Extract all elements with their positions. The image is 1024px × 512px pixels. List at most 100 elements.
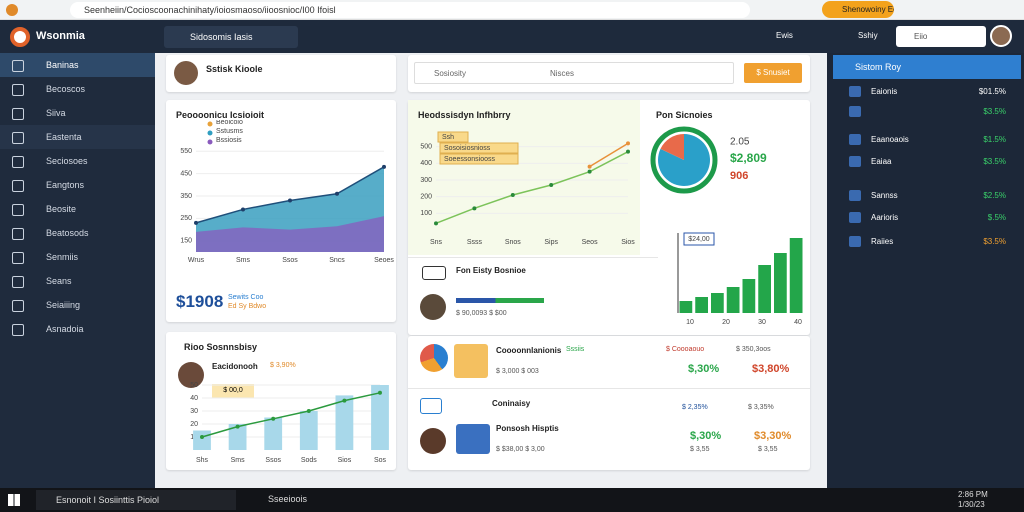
row-icon (849, 212, 861, 223)
legend-label: Bssiosis (216, 137, 242, 144)
taskbar-app[interactable]: Sseeioois (268, 494, 308, 504)
nav-item[interactable]: Asnadoia (0, 317, 155, 341)
nav-item[interactable]: Eangtons (0, 173, 155, 197)
col-value: $,30% (688, 363, 720, 375)
note-text: Sosoisiosnioss (444, 145, 491, 152)
nav-item[interactable]: Eastenta (0, 125, 155, 149)
panel-row[interactable]: Eaiaa $3.5% (827, 153, 1024, 173)
pie-label: 2.05 (730, 137, 750, 148)
col-sub: $ 3,55 (758, 446, 778, 453)
avatar (178, 362, 204, 388)
col-label: $ 2,35% (682, 404, 708, 411)
y-tick-label: 20 (190, 421, 198, 428)
icon (420, 398, 442, 414)
x-tick-label: Ssss (467, 239, 483, 246)
search[interactable]: Sidosomis Iasis (164, 26, 298, 48)
profile-chip[interactable]: Shenowoiny Ee (822, 1, 894, 18)
x-tick-label: 10 (686, 319, 694, 326)
bar (711, 293, 724, 313)
brand: Wsonmia (36, 30, 85, 42)
action[interactable]: Sshiy (858, 31, 878, 40)
y-tick-label: 200 (420, 194, 432, 201)
panel-row[interactable]: Sannss $2.5% (827, 187, 1024, 207)
pie-slice (660, 134, 684, 160)
nav-item[interactable]: Baninas (0, 53, 155, 77)
row-icon (849, 134, 861, 145)
nav-item[interactable]: Seiaiiing (0, 293, 155, 317)
search-box[interactable] (414, 62, 734, 84)
nav-item[interactable]: Beatosods (0, 221, 155, 245)
sidebar: Baninas Becoscos Siiva Eastenta Seciosoes Ean… (0, 53, 155, 488)
panel-row[interactable]: Eaanoaois $1.5% (827, 131, 1024, 151)
nav-item[interactable]: Becoscos (0, 77, 155, 101)
bar (299, 411, 318, 450)
user-search[interactable]: Eiio (896, 26, 986, 47)
bar (335, 395, 354, 450)
bar (789, 238, 803, 313)
bar-chart: 10 20 30 40 $24,00 (677, 232, 803, 326)
url-bar[interactable]: Seenheiin/Cocioscoonachinihaty/ioiosmaos… (70, 2, 750, 18)
x-tick-label: Sios (338, 457, 352, 464)
list-title: Coooonnlanionis (496, 346, 562, 355)
nav-item[interactable]: Senmiis (0, 245, 155, 269)
big-number: $1908 (176, 292, 224, 311)
point (587, 164, 592, 169)
panel-header[interactable]: Sistom Roy (833, 55, 1021, 79)
note-text: Ssh (442, 134, 454, 141)
panel-row[interactable]: Aarioris $.5% (827, 209, 1024, 229)
area-chart: 150 250 350 450 550 Beoicoio Sstusms Bssiosis Wr… (180, 120, 394, 264)
row-value: $3.5% (983, 237, 1006, 246)
y-tick-label: 30 (190, 408, 198, 415)
point (549, 183, 554, 187)
point (271, 416, 276, 421)
bar (193, 430, 211, 450)
point (200, 435, 204, 439)
legend-dot (207, 139, 213, 145)
button[interactable]: $ Snusiet (744, 63, 802, 83)
col-value: $,30% (690, 430, 722, 442)
col-value: $3,80% (752, 363, 790, 375)
point (472, 206, 477, 211)
point (434, 221, 438, 226)
nav-item[interactable]: Seans (0, 269, 155, 293)
x-tick-label: Sms (231, 457, 246, 464)
start[interactable] (8, 494, 20, 506)
y-tick-label: 100 (420, 210, 432, 217)
point (378, 390, 382, 395)
field: Sosiosity (434, 69, 467, 78)
bar (774, 253, 787, 313)
panel-row[interactable]: Raiies $3.5% (827, 233, 1024, 253)
panel-row[interactable]: $3.5% (827, 103, 1024, 123)
col-sub: $ 3,55 (690, 446, 710, 453)
x-tick-label: Ssos (265, 457, 281, 464)
bar (758, 265, 771, 313)
y-tick-label: 50 (190, 382, 198, 389)
row-value: $01.5% (978, 87, 1006, 96)
panel-row[interactable]: Eaionis $01.5% (827, 83, 1024, 103)
pie-label: $2,809 (730, 151, 767, 165)
list-tag: Sssiis (566, 346, 585, 353)
y-tick-label: 450 (180, 170, 192, 177)
taskbar-search[interactable]: Esnonoit I Sosiinttis Pioiol (36, 490, 236, 510)
col-label: $ 3,35% (748, 404, 774, 411)
point (335, 191, 339, 196)
big-sub: Sewits Coo (228, 294, 264, 301)
nav-item[interactable]: Siiva (0, 101, 155, 125)
avatar[interactable] (990, 25, 1012, 47)
line (589, 142, 629, 168)
row-name: Eaiaa (871, 157, 892, 166)
row-icon (849, 156, 861, 167)
divider (408, 257, 658, 258)
nav-item[interactable]: Seciosoes (0, 149, 155, 173)
x-tick-label: Sns (430, 239, 443, 246)
note-box (439, 153, 519, 165)
point (626, 149, 630, 154)
list-title: Ponsosh Hisptis (496, 424, 559, 433)
nav-item[interactable]: Beosite (0, 197, 155, 221)
x-tick-label: Shs (196, 457, 209, 464)
action[interactable]: Ewis (776, 31, 793, 40)
row-icon (849, 106, 861, 117)
revenue-card: Peoooonicu Icsioioit 150 250 350 450 550 Beoi… (166, 100, 396, 322)
list-sub: $ $38,00 $ 3,00 (496, 446, 545, 453)
